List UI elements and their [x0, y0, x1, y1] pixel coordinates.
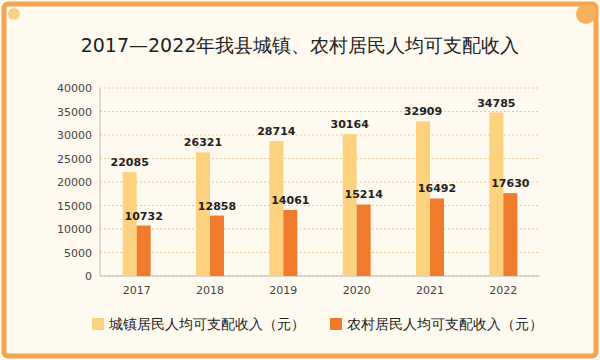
bar — [283, 210, 297, 276]
bars — [123, 113, 518, 276]
grid-line — [100, 88, 540, 89]
title: 2017—2022年我县城镇、农村居民人均可支配收入 — [81, 34, 520, 56]
bar — [123, 172, 137, 276]
y-tick-label: 15000 — [57, 200, 92, 213]
y-tick-label: 40000 — [57, 82, 92, 95]
data-label: 30164 — [331, 118, 370, 131]
y-tick-label: 25000 — [57, 153, 92, 166]
x-tick-label: 2022 — [489, 284, 517, 297]
y-tick-label: 30000 — [57, 129, 92, 142]
data-label: 32909 — [404, 105, 442, 118]
data-label: 14061 — [271, 194, 309, 207]
x-tick-label: 2021 — [416, 284, 444, 297]
legend-swatch — [330, 318, 342, 330]
grid-line — [100, 111, 540, 112]
x-tick-label: 2019 — [269, 284, 297, 297]
data-label: 26321 — [184, 136, 222, 149]
bar — [210, 216, 224, 276]
grid-line — [100, 182, 540, 183]
data-label: 28714 — [257, 125, 296, 138]
decoration — [8, 8, 20, 20]
x-axis — [100, 276, 540, 277]
decoration — [576, 4, 596, 24]
y-tick-label: 20000 — [57, 176, 92, 189]
legend-label: 农村居民人均可支配收入（元） — [347, 316, 543, 332]
grid-line — [100, 229, 540, 230]
frame — [4, 4, 596, 356]
grid-line — [100, 276, 540, 277]
background — [0, 0, 600, 360]
data-label: 10732 — [125, 210, 163, 223]
grid-line — [100, 205, 540, 206]
data-label: 22085 — [111, 156, 149, 169]
data-label: 15214 — [345, 188, 384, 201]
bar — [357, 204, 371, 276]
bar — [430, 198, 444, 276]
y-tick-label: 5000 — [64, 247, 92, 260]
bar — [503, 193, 517, 276]
grid-line — [100, 135, 540, 136]
grid-line — [100, 158, 540, 159]
grid-line — [100, 252, 540, 253]
bar — [489, 113, 503, 276]
bar — [269, 141, 283, 276]
chart-container: 2017—2022年我县城镇、农村居民人均可支配收入 0 5000 10000 1500… — [0, 0, 600, 360]
y-tick-label: 35000 — [57, 106, 92, 119]
x-tick-label: 2020 — [343, 284, 371, 297]
bar — [416, 121, 430, 276]
bar — [137, 226, 151, 276]
x-tick-label: 2017 — [123, 284, 151, 297]
x-tick-label: 2018 — [196, 284, 224, 297]
chart-svg: 2017—2022年我县城镇、农村居民人均可支配收入 0 5000 10000 1500… — [0, 0, 600, 360]
data-label: 34785 — [477, 97, 515, 110]
data-label: 16492 — [418, 182, 456, 195]
legend-swatch — [92, 318, 104, 330]
bar — [196, 152, 210, 276]
legend-label: 城镇居民人均可支配收入（元） — [108, 316, 305, 332]
data-label: 12858 — [198, 200, 236, 213]
data-label: 17630 — [491, 177, 530, 190]
bar — [343, 134, 357, 276]
y-axis — [100, 88, 101, 276]
y-tick-label: 0 — [85, 270, 92, 283]
y-tick-label: 10000 — [57, 223, 92, 236]
